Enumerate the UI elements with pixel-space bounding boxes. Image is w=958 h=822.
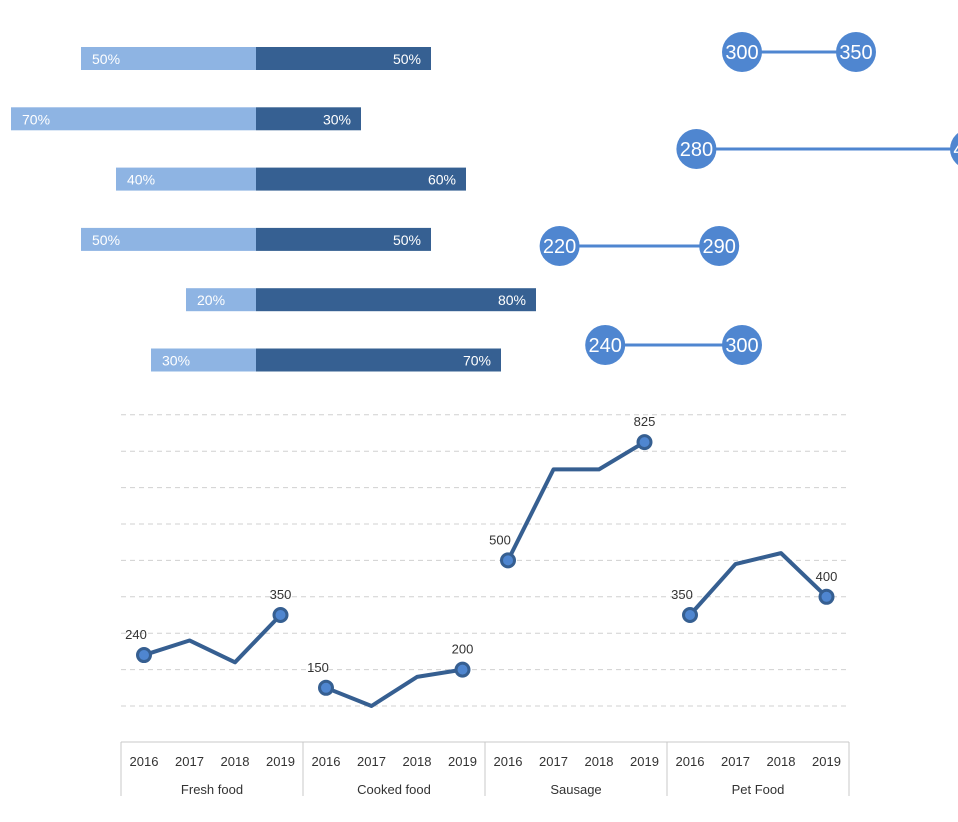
dumbbell-start-dot [539,226,580,266]
dumbbell-start-label: 300 [725,42,758,64]
bar-left-label: 20% [197,292,225,308]
series-line [506,440,646,562]
bar-right-segment [256,227,431,251]
dumbbell-end-dot [699,226,740,266]
bar-left-segment [81,47,256,70]
bar-left-segment [81,227,256,251]
x-tick-label: 2018 [767,754,796,769]
dumbbell-start-dot [676,129,717,169]
x-tick-label: 2018 [221,754,250,769]
series-line [325,667,463,708]
dumbbell-end-dot [836,32,876,72]
group-label: Sausage [550,782,601,797]
series-point [454,661,471,678]
x-tick-label: 2019 [448,754,477,769]
diverging-bar-chart: 50% 50% 70% 30% 40% 60% 50% 50% 20% 80% 30% 70% [11,47,536,372]
x-tick-label: 2019 [266,754,295,769]
series-line [688,551,828,617]
dumbbell-chart: 300 350 280 400 220 290 240 300 [539,32,958,365]
bar-right-label: 50% [393,51,421,67]
dumbbell-start-dot [722,32,762,72]
bar-left-label: 40% [127,172,155,188]
bar-left-label: 30% [162,353,190,369]
data-label: 240 [125,627,147,642]
dumbbell-start-label: 220 [543,236,576,258]
bar-right-segment [256,167,466,191]
group-label: Pet Food [732,782,785,797]
dumbbell-start-dot [585,325,626,365]
dumbbell-end-label: 300 [725,335,758,357]
data-label: 400 [816,569,838,584]
dumbbell-end-label: 400 [953,139,958,161]
line-chart: 2016 2017 2018 2019 Fresh food 240 350 2016 2017… [120,414,850,797]
series-line [143,613,282,665]
series-point [136,647,152,664]
bar-right-segment [256,47,431,70]
series-point [318,679,334,696]
bar-left-segment [11,107,256,131]
series-point [818,588,835,605]
group-label: Fresh food [181,782,243,797]
data-label: 350 [270,587,292,602]
bar-right-segment [256,107,361,131]
bar-left-segment [151,348,256,372]
bar-left-segment [186,288,256,312]
bar-right-label: 30% [323,111,351,127]
bar-left-label: 70% [22,111,50,127]
bar-right-segment [256,348,501,372]
data-label: 825 [634,414,656,429]
dumbbell-end-label: 290 [703,236,736,258]
bar-right-label: 60% [428,172,456,188]
bar-right-label: 70% [463,353,491,369]
x-tick-label: 2017 [539,754,568,769]
series-point [636,434,653,451]
bar-left-label: 50% [92,51,120,67]
data-label: 350 [671,587,693,602]
group-label: Cooked food [357,782,431,797]
x-tick-label: 2016 [312,754,341,769]
bar-left-label: 50% [92,232,120,248]
bar-right-label: 80% [498,292,526,308]
series-point [272,607,289,623]
data-label: 200 [452,642,474,657]
x-tick-label: 2017 [175,754,204,769]
data-label: 150 [307,660,329,675]
bar-right-label: 50% [393,232,421,248]
x-tick-label: 2017 [357,754,386,769]
data-label: 500 [489,532,511,547]
series-point [682,607,698,623]
dumbbell-start-label: 240 [589,335,622,357]
dumbbell-end-dot [950,133,958,165]
dumbbell-end-dot [722,325,762,365]
dumbbell-start-label: 280 [680,139,713,161]
x-tick-label: 2019 [630,754,659,769]
series-point [500,552,516,569]
x-tick-label: 2019 [812,754,841,769]
x-tick-label: 2016 [676,754,705,769]
x-tick-label: 2018 [585,754,614,769]
bar-left-segment [116,167,256,191]
bar-right-segment [256,288,536,312]
x-tick-label: 2018 [403,754,432,769]
dumbbell-end-label: 350 [839,42,872,64]
x-tick-label: 2016 [494,754,523,769]
x-tick-label: 2017 [721,754,750,769]
x-tick-label: 2016 [130,754,159,769]
